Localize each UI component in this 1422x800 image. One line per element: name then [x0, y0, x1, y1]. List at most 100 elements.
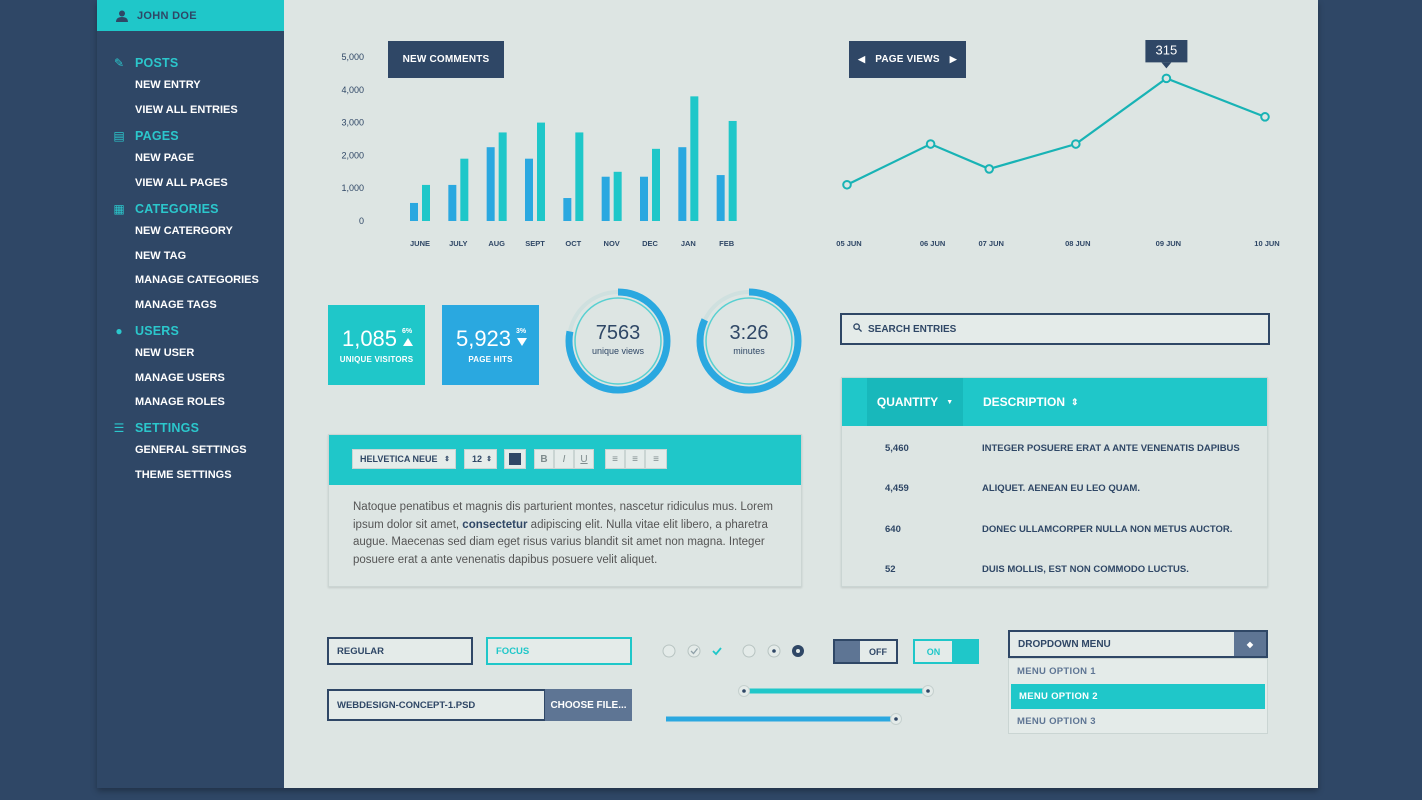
sidebar-item-general-settings[interactable]: GENERAL SETTINGS — [135, 444, 247, 456]
bar — [422, 184, 430, 221]
user-icon — [115, 9, 129, 23]
bold-button[interactable]: B — [534, 449, 554, 469]
y-tick-label: 2,000 — [341, 150, 364, 160]
sidebar-item-view-all-pages[interactable]: VIEW ALL PAGES — [135, 176, 228, 189]
unique-visitors-pct: 6% — [402, 328, 413, 335]
quantity-column-header[interactable]: QUANTITY ▼ — [867, 378, 963, 426]
radio-selected[interactable] — [792, 645, 804, 657]
dropdown-option[interactable]: MENU OPTION 1 — [1017, 666, 1096, 677]
dropdown-label: DROPDOWN MENU — [1018, 638, 1111, 650]
table-row[interactable]: 52 DUIS MOLLIS, EST NON COMMODO LUCTUS. — [842, 550, 1269, 590]
checkbox-empty[interactable] — [662, 644, 676, 658]
search-icon — [853, 323, 863, 335]
dropdown-menu[interactable]: DROPDOWN MENU ◆ — [1008, 630, 1268, 658]
data-point[interactable] — [1260, 112, 1270, 122]
sidebar-item-manage-users[interactable]: MANAGE USERS — [135, 371, 225, 384]
x-tick-label: 07 JUN — [978, 239, 1003, 248]
checkbox-checked[interactable] — [712, 647, 722, 656]
user-icon: ● — [115, 324, 123, 338]
sidebar-section-settings[interactable]: ☰ SETTINGS — [97, 417, 284, 439]
trend-down-icon — [517, 338, 527, 346]
checkbox-radio-group — [662, 644, 804, 658]
sidebar-item-new-page[interactable]: NEW PAGE — [135, 152, 195, 164]
sidebar-item-manage-tags[interactable]: MANAGE TAGS — [135, 298, 217, 311]
description-column-header[interactable]: DESCRIPTION ⇕ — [983, 378, 1079, 426]
sidebar-item-new-user[interactable]: NEW USER — [135, 347, 195, 359]
user-bar[interactable]: JOHN DOE — [97, 0, 284, 31]
bar — [601, 176, 610, 221]
sidebar-item-new-tag[interactable]: NEW TAG — [135, 249, 187, 262]
x-tick-label: 08 JUN — [1065, 239, 1090, 248]
dropdown-option[interactable]: MENU OPTION 3 — [1017, 716, 1096, 727]
data-point[interactable] — [1071, 139, 1081, 149]
toggle-knob — [835, 641, 860, 662]
regular-input[interactable]: REGULAR — [327, 637, 473, 665]
sidebar-section-users[interactable]: ● USERS — [97, 320, 284, 342]
data-point[interactable] — [925, 139, 936, 149]
editor-content[interactable]: Natoque penatibus et magnis dis parturie… — [329, 485, 801, 583]
bar — [716, 175, 725, 221]
italic-button[interactable]: I — [554, 449, 574, 469]
dropdown-options: MENU OPTION 1 MENU OPTION 2 MENU OPTION 3 — [1008, 658, 1268, 734]
color-swatch — [509, 453, 521, 465]
align-right-icon[interactable]: ≡ — [645, 449, 667, 469]
unique-visitors-label: UNIQUE VISITORS — [339, 355, 414, 364]
next-arrow-icon[interactable]: ▶ — [949, 54, 957, 64]
data-point[interactable] — [842, 179, 852, 190]
bar — [690, 96, 699, 221]
font-family-value: HELVETICA NEUE — [360, 454, 438, 464]
focus-input[interactable]: FOCUS — [486, 637, 632, 665]
sidebar-item-manage-roles[interactable]: MANAGE ROLES — [135, 396, 225, 408]
new-comments-label: NEW COMMENTS — [388, 41, 504, 78]
radio-empty[interactable] — [742, 644, 756, 658]
prev-arrow-icon[interactable]: ◀ — [858, 54, 866, 64]
toggle-off[interactable]: OFF — [833, 639, 898, 664]
sidebar-item-theme-settings[interactable]: THEME SETTINGS — [135, 468, 232, 481]
sidebar-item-view-all-entries[interactable]: VIEW ALL ENTRIES — [135, 103, 238, 116]
sidebar-section-posts[interactable]: ✎ POSTS — [97, 52, 284, 74]
underline-button[interactable]: U — [574, 449, 594, 469]
x-tick-label: OCT — [565, 239, 581, 248]
table-row[interactable]: 640 DONEC ULLAMCORPER NULLA NON METUS AUC… — [842, 509, 1269, 549]
editor-bold-text: consectetur — [462, 518, 528, 531]
font-size-select[interactable]: 12 ⇕ — [464, 449, 497, 469]
slider-handle[interactable] — [738, 685, 750, 697]
new-comments-chart: 0 1,000 2,000 3,000 4,000 5,000 JUNE JULY AUG SEP… — [341, 52, 737, 248]
minutes-text: 3:26 minutes — [701, 322, 797, 356]
editor-toolbar: HELVETICA NEUE ⇕ 12 ⇕ B I U ≡ ≡ ≡ — [329, 435, 801, 485]
x-tick-label: FEB — [719, 239, 735, 248]
sidebar-section-pages[interactable]: ▤ PAGES — [97, 125, 284, 147]
sidebar-item-new-entry[interactable]: NEW ENTRY — [135, 79, 201, 91]
align-center-icon[interactable]: ≡ — [625, 449, 645, 469]
sidebar-section-categories[interactable]: ▦ CATEGORIES — [97, 198, 284, 220]
bar — [410, 202, 418, 221]
table-row[interactable]: 4,459 ALIQUET. AENEAN EU LEO QUAM. — [842, 469, 1269, 509]
tooltip-value: 315 — [1156, 42, 1178, 57]
chevron-down-icon[interactable]: ◆ — [1234, 632, 1266, 656]
choose-file-button[interactable]: CHOOSE FILE... — [545, 689, 632, 721]
toggle-on[interactable]: ON — [913, 639, 979, 664]
slider-handle[interactable] — [890, 713, 902, 725]
checkbox-light-check[interactable] — [687, 644, 701, 658]
slider-handle[interactable] — [922, 685, 934, 697]
bar — [448, 184, 457, 221]
data-point[interactable] — [984, 164, 994, 174]
page-views-label[interactable]: ◀ PAGE VIEWS ▶ — [849, 41, 966, 78]
editor-text: adipiscing elit. Nulla vitae elit libero… — [353, 518, 768, 566]
file-name-input[interactable]: WEBDESIGN-CONCEPT-1.PSD — [327, 689, 546, 721]
quantity-header-label: QUANTITY — [876, 395, 939, 409]
font-family-select[interactable]: HELVETICA NEUE ⇕ — [352, 449, 456, 469]
color-picker[interactable] — [504, 449, 526, 469]
bar — [640, 176, 648, 221]
align-left-icon[interactable]: ≡ — [605, 449, 625, 469]
pencil-icon: ✎ — [113, 56, 125, 70]
search-input[interactable]: SEARCH ENTRIES — [840, 313, 1270, 345]
table-header: QUANTITY ▼ DESCRIPTION ⇕ — [842, 378, 1267, 426]
radio-dot[interactable] — [767, 644, 781, 658]
sidebar-item-new-catergory[interactable]: NEW CATERGORY — [135, 225, 233, 237]
data-point[interactable] — [1161, 73, 1172, 84]
sidebar-item-manage-categories[interactable]: MANAGE CATEGORIES — [135, 274, 259, 286]
y-tick-label: 3,000 — [341, 118, 364, 128]
dropdown-option[interactable]: MENU OPTION 2 — [1011, 684, 1265, 709]
table-row[interactable]: 5,460 INTEGER POSUERE ERAT A ANTE VENENAT… — [842, 428, 1269, 468]
